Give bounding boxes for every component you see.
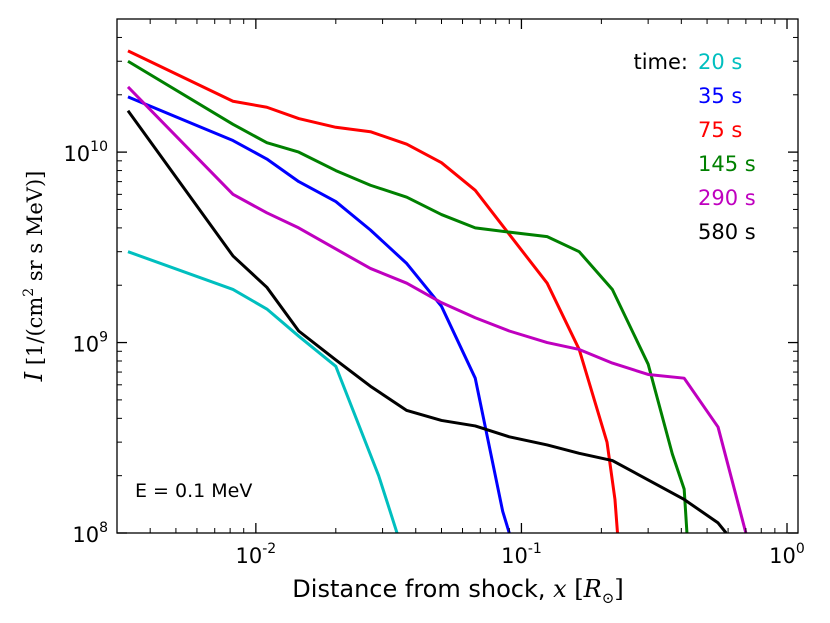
plot-frame <box>116 18 799 534</box>
series-line-1 <box>127 250 399 533</box>
x-tick-label-2: 10-1 <box>501 541 542 568</box>
legend-entry-1: 20 s <box>698 50 742 74</box>
legend-entry-5: 290 s <box>698 186 756 210</box>
series-line-3 <box>127 49 619 533</box>
legend-entry-6: 580 s <box>698 220 756 244</box>
series-line-2 <box>127 95 511 533</box>
series-line-4 <box>127 59 689 533</box>
x-tick-label-3: 100 <box>769 541 805 568</box>
energy-annotation: E = 0.1 MeV <box>135 480 252 502</box>
y-tick-label-2: 109 <box>72 330 108 357</box>
series-layer <box>126 49 748 533</box>
y-tick-label-3: 1010 <box>63 139 108 166</box>
axes-layer: 10-2 10-1 100 108 109 1010 <box>63 18 805 568</box>
legend-entry-4: 145 s <box>698 152 756 176</box>
x-tick-label-1: 10-2 <box>236 541 277 568</box>
annotation-layer: E = 0.1 MeV <box>135 480 252 502</box>
y-tick-label-1: 108 <box>72 520 108 547</box>
x-axis-label: Distance from shock, x [R⊙] <box>292 575 623 607</box>
y-axis-label: I [1/(cm2 sr s MeV)] <box>20 171 48 383</box>
legend-entry-3: 75 s <box>698 118 742 142</box>
legend-entry-2: 35 s <box>698 84 742 108</box>
series-line-6 <box>126 109 728 533</box>
series-line-5 <box>126 85 748 533</box>
legend: time: 20 s 35 s 75 s 145 s 290 s 580 s <box>633 50 755 244</box>
legend-title: time: <box>633 50 688 74</box>
